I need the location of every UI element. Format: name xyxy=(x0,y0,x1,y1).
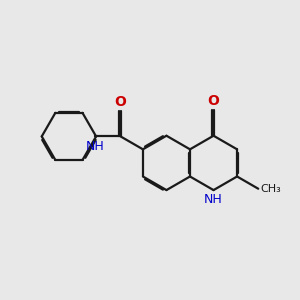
Text: O: O xyxy=(115,95,127,109)
Text: CH₃: CH₃ xyxy=(260,184,280,194)
Text: O: O xyxy=(208,94,220,108)
Text: NH: NH xyxy=(85,140,104,154)
Text: NH: NH xyxy=(204,193,223,206)
